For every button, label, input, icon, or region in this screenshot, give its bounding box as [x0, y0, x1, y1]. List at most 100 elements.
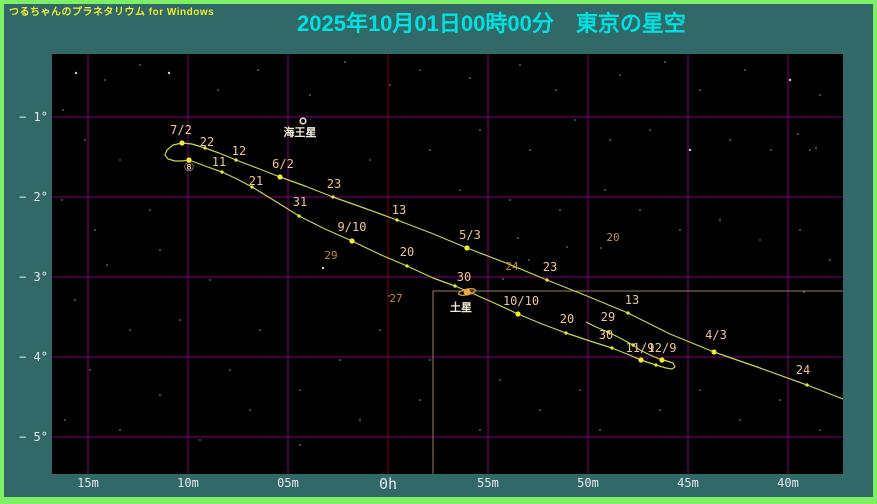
star-dot: [159, 394, 161, 396]
star-dot: [679, 229, 681, 231]
trajectory-date-label: 21: [249, 174, 263, 188]
x-axis-label: 40m: [777, 476, 799, 490]
star-dot: [74, 71, 78, 75]
star-dot: [829, 259, 831, 261]
star-dot: [479, 129, 481, 131]
trajectory-date-label: 13: [392, 203, 406, 217]
star-dot: [149, 209, 151, 211]
star-dot: [419, 399, 421, 401]
trajectory-date-label: 6/2: [272, 157, 294, 171]
star-dot: [664, 61, 666, 63]
trajectory-tick: [653, 362, 659, 368]
star-dot: [574, 119, 576, 121]
trajectory-date-label: 13: [625, 293, 639, 307]
star-dot: [519, 64, 521, 66]
star-chart[interactable]: 24 4/3 13 23 5/3 13 23 6/2 12 22 7/2 ⑧ 11 21 31 9/10 20 3…: [52, 54, 843, 474]
trajectory-tick: [330, 194, 336, 200]
trajectory-tick: [609, 345, 615, 351]
trajectory-tick: [605, 329, 611, 335]
star-dot: [469, 77, 471, 79]
trajectory-tick: [233, 157, 239, 163]
star-dot: [344, 61, 346, 63]
star-dot: [639, 209, 641, 211]
trajectory-month-dot: [349, 238, 355, 244]
trajectory-tick: [452, 283, 458, 289]
saturn-icon: [463, 288, 471, 296]
star-dot: [509, 199, 511, 201]
trajectory-date-label: 11/9: [626, 341, 655, 355]
trajectory-date-label: 29: [601, 310, 615, 324]
star-dot: [104, 79, 106, 81]
star-dot: [74, 299, 76, 301]
star-dot: [819, 94, 821, 96]
star-dot: [539, 409, 541, 411]
sky-canvas: 24 4/3 13 23 5/3 13 23 6/2 12 22 7/2 ⑧ 11 21 31 9/10 20 3…: [52, 54, 843, 474]
trajectory-date-label: 7/2: [170, 123, 192, 137]
x-axis-label: 10m: [177, 476, 199, 490]
star-dot: [119, 429, 121, 431]
star-dot: [62, 109, 64, 111]
trajectory-date-label: 30: [599, 328, 613, 342]
star-dot: [229, 369, 231, 371]
star-dot: [249, 409, 251, 411]
star-dot: [566, 246, 568, 248]
star-dot: [688, 148, 692, 152]
neptune-icon: [299, 117, 307, 125]
star-dot: [199, 439, 201, 441]
star-dot: [502, 278, 504, 280]
trajectory-date-label: 22: [200, 135, 214, 149]
star-dot: [529, 149, 531, 151]
x-axis-label: 15m: [77, 476, 99, 490]
star-dot: [744, 69, 746, 71]
star-dot: [299, 444, 301, 446]
y-axis-label: − 5°: [19, 430, 48, 444]
star-number-label: 24: [505, 260, 519, 273]
star-dot: [299, 389, 301, 391]
star-dot: [797, 133, 799, 135]
star-dot: [779, 399, 781, 401]
star-dot: [61, 199, 63, 201]
trajectory-date-label: 11: [212, 155, 226, 169]
star-dot: [599, 429, 601, 431]
star-dot: [729, 139, 731, 141]
planet-name-label: 海王星: [284, 125, 317, 139]
star-dot: [388, 295, 390, 297]
star-dot: [379, 329, 381, 331]
trajectory-month-dot: [711, 349, 717, 355]
trajectory-tick: [563, 330, 569, 336]
star-dot: [209, 279, 211, 281]
trajectory-month-dot: [659, 357, 665, 363]
trajectory-date-label: 12: [232, 144, 246, 158]
x-axis-label: 55m: [477, 476, 499, 490]
star-dot: [699, 389, 701, 391]
trajectory-tick: [404, 263, 410, 269]
app-title: つるちゃんのプラネタリウム for Windows: [9, 7, 215, 18]
trajectory-tick: [296, 213, 302, 219]
trajectory-date-label: ⑧: [184, 160, 195, 174]
star-dot: [600, 247, 602, 249]
trajectory-month-dot: [179, 140, 185, 146]
star-dot: [619, 74, 621, 76]
planet-name-label: 土星: [450, 300, 472, 314]
star-dot: [339, 359, 341, 361]
star-dot: [429, 149, 431, 151]
trajectory-date-label: 23: [327, 177, 341, 191]
saturn-trajectory-path: [164, 142, 843, 400]
star-dot: [739, 419, 741, 421]
star-dot: [719, 219, 721, 221]
trajectory-month-dot: [464, 245, 470, 251]
trajectory-date-label: 10/10: [503, 294, 539, 308]
star-dot: [604, 189, 606, 191]
star-dot: [528, 259, 530, 261]
star-dot: [359, 419, 361, 421]
star-dot: [167, 71, 171, 75]
star-dot: [84, 139, 86, 141]
star-dot: [499, 379, 501, 381]
trajectory-tick: [249, 184, 255, 190]
y-axis-label: − 4°: [19, 350, 48, 364]
star-number-label: 29: [324, 249, 337, 262]
trajectory-tick: [202, 145, 208, 151]
star-dot: [419, 69, 421, 71]
trajectory-date-label: 23: [543, 260, 557, 274]
star-dot: [649, 129, 651, 131]
